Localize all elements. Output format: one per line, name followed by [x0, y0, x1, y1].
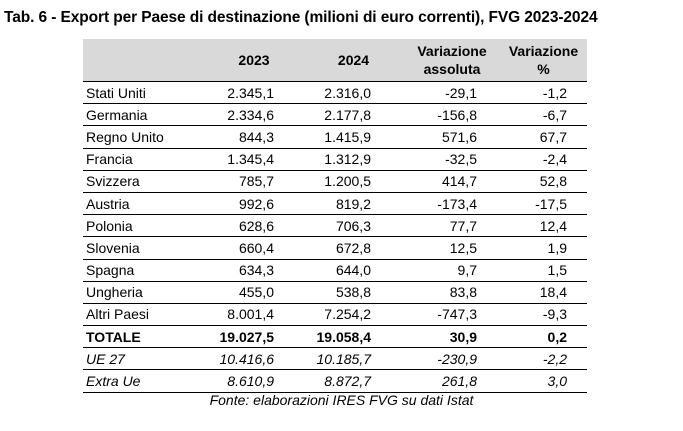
table-row: Austria 992,6 819,2 -173,4 -17,5 — [83, 192, 587, 216]
cell-country: Spagna — [83, 259, 205, 282]
cell-2024: 7.254,2 — [303, 303, 404, 327]
cell-2023: 660,4 — [205, 236, 303, 260]
cell-pct-change: 12,4 — [500, 214, 587, 238]
header-abs-line1: Variazione — [417, 43, 487, 59]
cell-2023: 992,6 — [205, 192, 303, 216]
cell-abs-change: -29,1 — [404, 81, 500, 105]
cell-country: Extra Ue — [83, 369, 205, 393]
cell-2024: 672,8 — [303, 236, 404, 260]
cell-country: TOTALE — [83, 325, 205, 349]
cell-abs-change: -173,4 — [404, 192, 500, 216]
cell-country: Stati Uniti — [83, 81, 205, 105]
table-row: Francia 1.345,4 1.312,9 -32,5 -2,4 — [83, 148, 587, 171]
cell-2024: 644,0 — [303, 259, 404, 282]
total-row: TOTALE 19.027,5 19.058,4 30,9 0,2 — [83, 325, 587, 349]
header-2024: 2024 — [303, 39, 404, 82]
cell-2023: 1.345,4 — [205, 148, 303, 171]
table-row: Ungheria 455,0 538,8 83,8 18,4 — [83, 281, 587, 304]
cell-abs-change: 30,9 — [404, 325, 500, 349]
cell-pct-change: 52,8 — [500, 170, 587, 193]
header-2023: 2023 — [205, 39, 303, 82]
table-row: Svizzera 785,7 1.200,5 414,7 52,8 — [83, 170, 587, 193]
cell-pct-change: -1,2 — [500, 81, 587, 105]
cell-2023: 455,0 — [205, 281, 303, 304]
table-row: Spagna 634,3 644,0 9,7 1,5 — [83, 259, 587, 282]
cell-2024: 2.177,8 — [303, 103, 404, 127]
cell-abs-change: -32,5 — [404, 148, 500, 171]
area-row: Extra Ue 8.610,9 8.872,7 261,8 3,0 — [83, 369, 587, 393]
cell-country: UE 27 — [83, 347, 205, 371]
cell-abs-change: -747,3 — [404, 303, 500, 327]
export-table: 2023 2024 Variazione assoluta Variazione… — [83, 39, 587, 393]
cell-abs-change: -156,8 — [404, 103, 500, 127]
cell-abs-change: 83,8 — [404, 281, 500, 304]
cell-pct-change: -2,4 — [500, 148, 587, 171]
cell-2023: 2.334,6 — [205, 103, 303, 127]
cell-abs-change: 414,7 — [404, 170, 500, 193]
cell-country: Ungheria — [83, 281, 205, 304]
header-pct-change: Variazione % — [500, 39, 587, 82]
cell-2024: 706,3 — [303, 214, 404, 238]
cell-abs-change: -230,9 — [404, 347, 500, 371]
table-row: Polonia 628,6 706,3 77,7 12,4 — [83, 214, 587, 238]
cell-country: Francia — [83, 148, 205, 171]
cell-2024: 1.312,9 — [303, 148, 404, 171]
cell-pct-change: 1,5 — [500, 259, 587, 282]
cell-2023: 8.001,4 — [205, 303, 303, 327]
cell-2023: 2.345,1 — [205, 81, 303, 105]
cell-country: Altri Paesi — [83, 303, 205, 327]
cell-2023: 10.416,6 — [205, 347, 303, 371]
cell-abs-change: 12,5 — [404, 236, 500, 260]
header-abs-line2: assoluta — [423, 61, 481, 77]
cell-2023: 19.027,5 — [205, 325, 303, 349]
header-row: 2023 2024 Variazione assoluta Variazione… — [83, 39, 587, 82]
cell-2024: 10.185,7 — [303, 347, 404, 371]
cell-2024: 538,8 — [303, 281, 404, 304]
table-row: Germania 2.334,6 2.177,8 -156,8 -6,7 — [83, 103, 587, 127]
header-abs-change: Variazione assoluta — [404, 39, 500, 82]
cell-country: Germania — [83, 103, 205, 127]
cell-pct-change: 3,0 — [500, 369, 587, 393]
table-row: Slovenia 660,4 672,8 12,5 1,9 — [83, 236, 587, 260]
cell-pct-change: -9,3 — [500, 303, 587, 327]
cell-abs-change: 77,7 — [404, 214, 500, 238]
cell-pct-change: 67,7 — [500, 125, 587, 149]
cell-2024: 19.058,4 — [303, 325, 404, 349]
cell-2024: 819,2 — [303, 192, 404, 216]
cell-country: Slovenia — [83, 236, 205, 260]
cell-pct-change: 1,9 — [500, 236, 587, 260]
cell-2023: 844,3 — [205, 125, 303, 149]
cell-2024: 8.872,7 — [303, 369, 404, 393]
header-pct-line1: Variazione — [508, 43, 579, 59]
table-title: Tab. 6 - Export per Paese di destinazion… — [4, 9, 598, 26]
table-row: Altri Paesi 8.001,4 7.254,2 -747,3 -9,3 — [83, 303, 587, 327]
cell-2024: 2.316,0 — [303, 81, 404, 105]
cell-2023: 634,3 — [205, 259, 303, 282]
cell-2023: 8.610,9 — [205, 369, 303, 393]
table-row: Stati Uniti 2.345,1 2.316,0 -29,1 -1,2 — [83, 81, 587, 105]
cell-2023: 628,6 — [205, 214, 303, 238]
cell-pct-change: 0,2 — [500, 325, 587, 349]
area-row: UE 27 10.416,6 10.185,7 -230,9 -2,2 — [83, 347, 587, 371]
cell-country: Regno Unito — [83, 125, 205, 149]
cell-country: Austria — [83, 192, 205, 216]
table-row: Regno Unito 844,3 1.415,9 571,6 67,7 — [83, 125, 587, 149]
cell-pct-change: -6,7 — [500, 103, 587, 127]
header-pct-line2: % — [537, 61, 550, 77]
cell-abs-change: 261,8 — [404, 369, 500, 393]
cell-country: Svizzera — [83, 170, 205, 193]
cell-pct-change: 18,4 — [500, 281, 587, 304]
cell-2024: 1.200,5 — [303, 170, 404, 193]
cell-pct-change: -17,5 — [500, 192, 587, 216]
header-country — [83, 39, 205, 82]
cell-2024: 1.415,9 — [303, 125, 404, 149]
cell-2023: 785,7 — [205, 170, 303, 193]
cell-abs-change: 9,7 — [404, 259, 500, 282]
cell-pct-change: -2,2 — [500, 347, 587, 371]
cell-country: Polonia — [83, 214, 205, 238]
cell-abs-change: 571,6 — [404, 125, 500, 149]
source-note: Fonte: elaborazioni IRES FVG su dati Ist… — [209, 392, 474, 408]
